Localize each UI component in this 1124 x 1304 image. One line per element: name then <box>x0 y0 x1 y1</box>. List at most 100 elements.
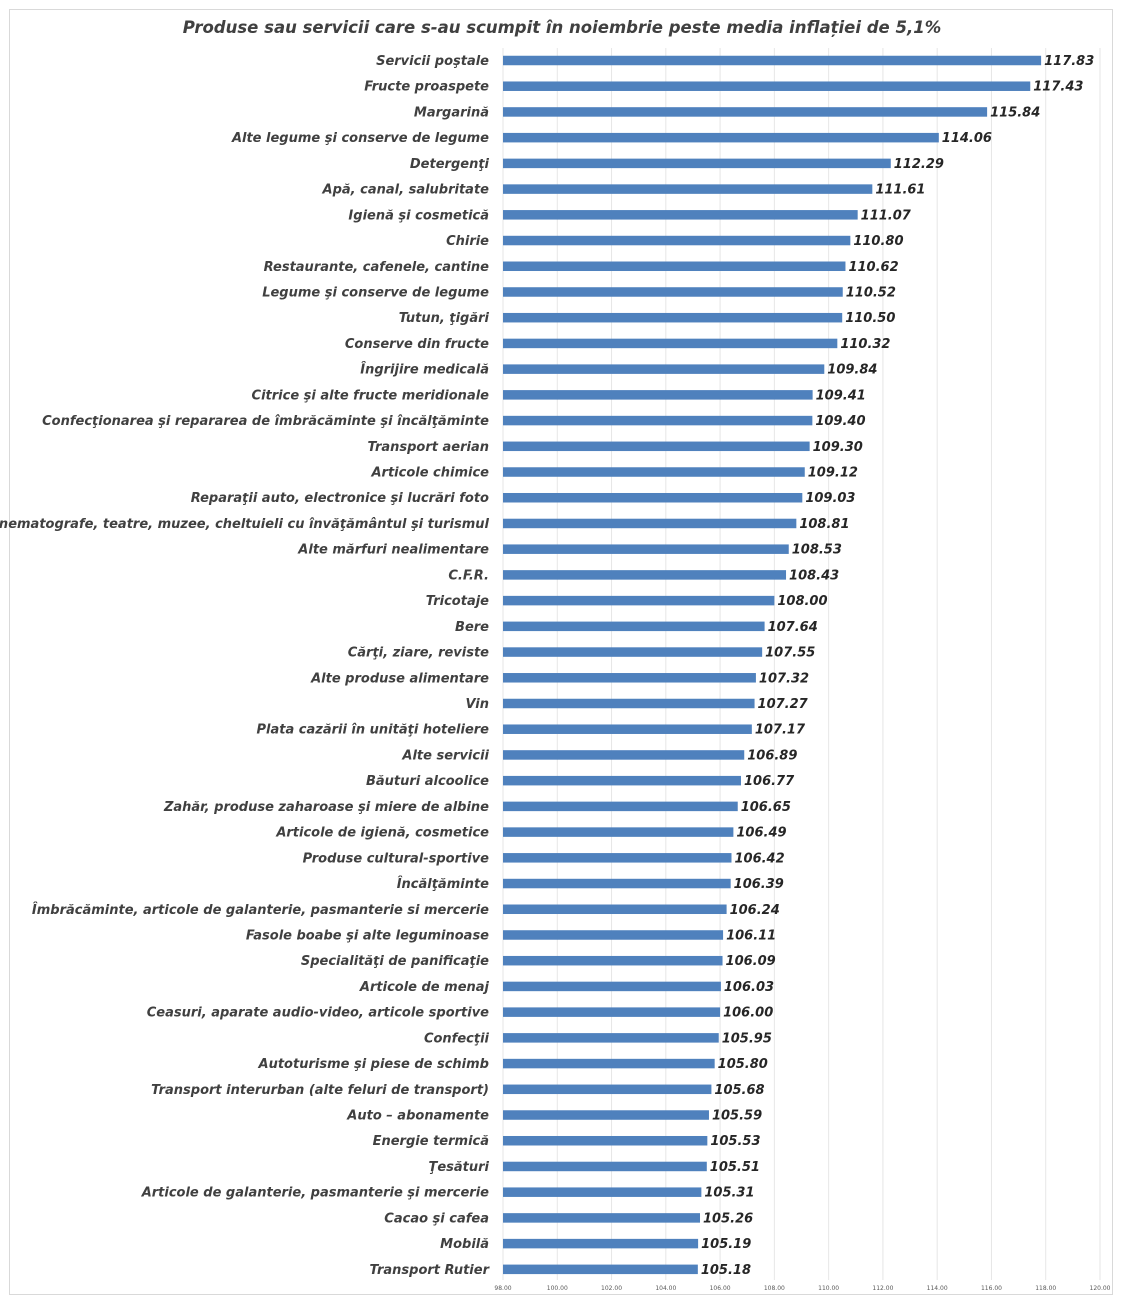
category-label: Fructe proaspete <box>364 80 489 95</box>
value-label: 105.31 <box>704 1186 754 1201</box>
bar <box>503 801 738 812</box>
value-label: 106.39 <box>734 877 784 892</box>
category-label: Energie termică <box>373 1134 489 1149</box>
bar <box>503 827 734 837</box>
value-label: 109.41 <box>816 388 866 403</box>
bar <box>503 621 765 632</box>
category-label: Ţesături <box>428 1160 489 1175</box>
x-tick-label: 104.00 <box>655 1285 676 1292</box>
category-label: Chirie <box>446 234 489 249</box>
value-label: 106.11 <box>726 928 776 943</box>
category-label: Reparaţii auto, electronice şi lucrări f… <box>191 491 489 506</box>
bar <box>503 467 805 477</box>
value-label: 106.77 <box>744 774 795 789</box>
category-label: Transport aerian <box>368 440 490 455</box>
bar <box>503 853 732 863</box>
bar <box>503 441 810 452</box>
value-label: 111.61 <box>875 183 925 198</box>
value-label: 112.29 <box>894 157 944 172</box>
category-label: Servicii poştale <box>376 54 489 69</box>
value-label: 105.80 <box>718 1057 768 1072</box>
category-label: Încălţăminte <box>397 876 489 892</box>
value-label: 106.24 <box>730 903 780 918</box>
category-label: Confecţionarea şi repararea de îmbrăcămi… <box>42 414 489 429</box>
bar <box>503 261 846 272</box>
value-label: 107.17 <box>755 723 806 738</box>
bar <box>503 338 838 349</box>
value-label: 106.42 <box>734 851 784 866</box>
x-tick-label: 106.00 <box>710 1285 731 1292</box>
category-label: Alte produse alimentare <box>310 671 489 686</box>
x-tick-label: 110.00 <box>818 1285 839 1292</box>
bar <box>503 904 727 915</box>
x-tick-label: 112.00 <box>872 1285 893 1292</box>
category-label: C.F.R. <box>448 568 489 583</box>
category-label: Igienă şi cosmetică <box>348 208 489 223</box>
category-label: Mobilă <box>440 1237 489 1252</box>
category-label: Plata cazării în unităţi hoteliere <box>257 723 490 738</box>
x-tick-label: 114.00 <box>927 1285 948 1292</box>
bar <box>503 287 843 297</box>
bar <box>503 750 745 760</box>
category-label: Auto – abonamente <box>346 1109 489 1124</box>
bar <box>503 415 813 426</box>
category-label: Alte servicii <box>401 748 489 763</box>
x-tick-label: 100.00 <box>547 1285 568 1292</box>
category-label: Transport interurban (alte feluri de tra… <box>151 1083 489 1098</box>
bar <box>503 1187 702 1197</box>
bar <box>503 1033 719 1043</box>
value-label: 106.49 <box>736 826 786 841</box>
value-label: 115.84 <box>990 105 1040 120</box>
x-tick-label: 98.00 <box>494 1285 511 1292</box>
bar <box>503 775 741 786</box>
bar <box>503 1264 698 1275</box>
value-label: 105.19 <box>701 1237 751 1252</box>
bar <box>503 673 756 683</box>
bar <box>503 132 939 143</box>
category-label: Apă, canal, salubritate <box>322 183 490 198</box>
value-label: 105.68 <box>714 1083 764 1098</box>
value-label: 105.26 <box>703 1211 753 1226</box>
category-label: Ceasuri, aparate audio-video, articole s… <box>147 1006 489 1021</box>
category-label: Articole de galanterie, pasmanterie şi m… <box>141 1186 489 1201</box>
value-label: 106.09 <box>726 954 776 969</box>
value-label: 117.83 <box>1044 54 1094 69</box>
bar <box>503 107 988 117</box>
bar <box>503 570 787 580</box>
category-label: Margarină <box>414 105 489 120</box>
category-label: Confecţii <box>424 1031 490 1046</box>
value-label: 114.06 <box>942 131 992 146</box>
bar <box>503 1007 721 1017</box>
bar <box>503 1135 708 1146</box>
category-label: Legume şi conserve de legume <box>262 285 489 300</box>
value-label: 110.32 <box>840 337 890 352</box>
value-label: 108.43 <box>789 568 839 583</box>
category-label: Restaurante, cafenele, cantine <box>264 260 490 275</box>
value-label: 108.53 <box>792 543 842 558</box>
bar <box>503 724 752 734</box>
category-label: Articole chimice <box>370 466 489 481</box>
value-label: 106.89 <box>747 748 797 763</box>
category-label: Tutun, ţigări <box>399 311 490 326</box>
category-label: Vin <box>465 697 489 712</box>
value-label: 107.55 <box>765 646 815 661</box>
category-label: Autoturisme şi piese de schimb <box>258 1057 489 1072</box>
category-label: Citrice şi alte fructe meridionale <box>252 388 490 403</box>
bar <box>503 878 731 889</box>
value-label: 105.53 <box>710 1134 760 1149</box>
bar <box>503 312 843 323</box>
bar <box>503 1161 707 1172</box>
value-label: 110.80 <box>853 234 903 249</box>
category-label: Transport Rutier <box>370 1263 491 1278</box>
category-label: Cărţi, ziare, reviste <box>348 646 489 661</box>
value-label: 105.51 <box>710 1160 760 1175</box>
value-label: 109.12 <box>808 466 858 481</box>
bar <box>503 1058 715 1069</box>
category-label: Fasole boabe şi alte leguminoase <box>246 928 489 943</box>
category-label: Articole de menaj <box>359 980 490 995</box>
bar <box>503 158 891 169</box>
value-label: 105.18 <box>701 1263 751 1278</box>
bar <box>503 981 721 992</box>
value-label: 107.27 <box>758 697 809 712</box>
category-label: Băuturi alcoolice <box>366 774 489 789</box>
